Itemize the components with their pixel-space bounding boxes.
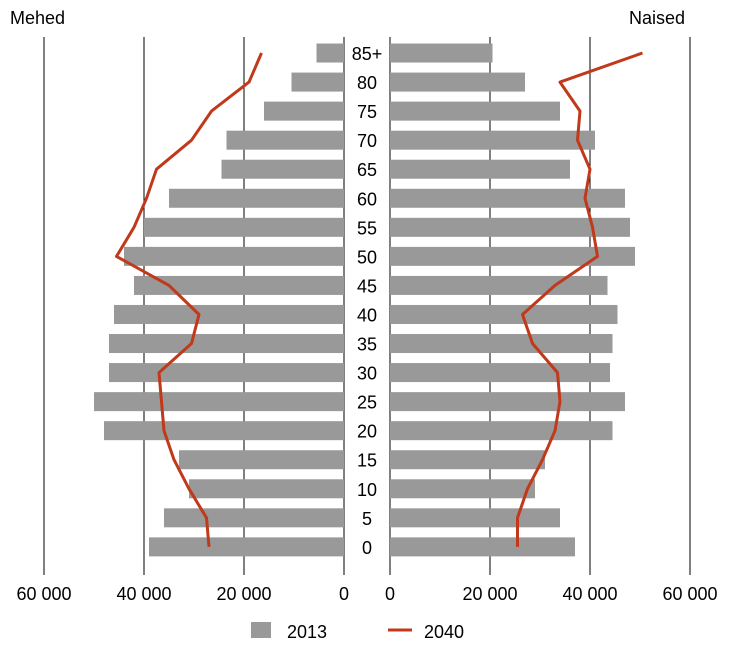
age-label: 5	[362, 509, 372, 529]
line-men-2040	[115, 52, 263, 548]
bar-men-2013	[114, 304, 344, 324]
age-label: 10	[357, 480, 377, 500]
age-label: 75	[357, 102, 377, 122]
bar-women-2013	[390, 508, 560, 528]
bar-men-2013	[104, 421, 344, 441]
bar-men-2013	[109, 334, 344, 354]
x-tick-right: 20 000	[462, 584, 517, 604]
age-label: 30	[357, 364, 377, 384]
age-label: 0	[362, 538, 372, 558]
bars-2013	[94, 43, 635, 557]
age-label: 80	[357, 73, 377, 93]
line-women-2040	[516, 51, 643, 547]
bar-women-2013	[390, 275, 608, 295]
x-tick-left: 40 000	[116, 584, 171, 604]
age-label: 25	[357, 393, 377, 413]
bar-women-2013	[390, 217, 630, 237]
age-label: 35	[357, 335, 377, 355]
bar-women-2013	[390, 421, 613, 441]
legend-label-2040: 2040	[424, 622, 464, 642]
x-tick-left: 20 000	[216, 584, 271, 604]
bar-women-2013	[390, 130, 595, 150]
bar-women-2013	[390, 188, 625, 208]
bar-men-2013	[109, 363, 344, 383]
age-label: 60	[357, 189, 377, 209]
bar-men-2013	[134, 275, 344, 295]
bar-women-2013	[390, 392, 625, 412]
bar-women-2013	[390, 363, 610, 383]
age-label: 55	[357, 218, 377, 238]
age-labels: 0 5 10 15 20 25 30 35 40 45 50 55 60 65 70 75 80 85+	[352, 44, 383, 558]
bar-men-2013	[221, 159, 344, 179]
lines-2040	[115, 51, 643, 548]
bar-men-2013	[144, 217, 344, 237]
age-label: 15	[357, 451, 377, 471]
age-label: 85+	[352, 44, 383, 64]
bar-women-2013	[390, 450, 545, 470]
x-tick-left: 60 000	[16, 584, 71, 604]
bar-men-2013	[164, 508, 344, 528]
bar-women-2013	[390, 101, 560, 121]
bar-men-2013	[179, 450, 344, 470]
bar-men-2013	[291, 72, 344, 92]
bar-women-2013	[390, 304, 618, 324]
age-label: 40	[357, 305, 377, 325]
legend: 2013 2040	[251, 622, 464, 642]
bar-women-2013	[390, 159, 570, 179]
bar-men-2013	[264, 101, 344, 121]
bar-men-2013	[169, 188, 344, 208]
age-label: 20	[357, 422, 377, 442]
x-tick-left: 0	[339, 584, 349, 604]
legend-swatch-2013	[251, 622, 271, 638]
bar-men-2013	[124, 246, 344, 266]
x-tick-right: 60 000	[662, 584, 717, 604]
bar-men-2013	[189, 479, 344, 499]
bar-men-2013	[94, 392, 344, 412]
x-tick-right: 40 000	[562, 584, 617, 604]
bar-women-2013	[390, 334, 613, 354]
bar-women-2013	[390, 537, 575, 557]
bar-women-2013	[390, 43, 493, 63]
left-panel-title: Mehed	[10, 8, 65, 28]
bar-men-2013	[149, 537, 344, 557]
bar-women-2013	[390, 246, 635, 266]
age-label: 65	[357, 160, 377, 180]
x-tick-labels: 60 000 40 000 20 000 0 0 20 000 40 000 60 000	[16, 584, 717, 604]
right-panel-title: Naised	[629, 8, 685, 28]
bar-men-2013	[226, 130, 344, 150]
bar-women-2013	[390, 72, 525, 92]
age-label: 50	[357, 247, 377, 267]
x-tick-right: 0	[385, 584, 395, 604]
age-label: 70	[357, 131, 377, 151]
bar-men-2013	[316, 43, 344, 63]
bar-women-2013	[390, 479, 535, 499]
age-label: 45	[357, 276, 377, 296]
legend-label-2013: 2013	[287, 622, 327, 642]
